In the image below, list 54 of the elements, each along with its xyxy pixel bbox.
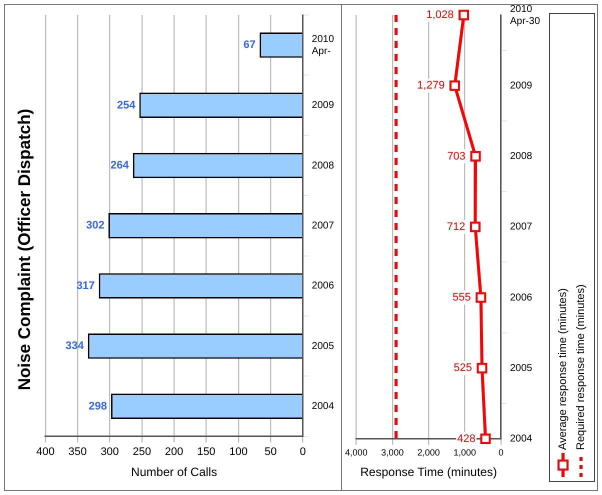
data-label: 555 — [452, 292, 471, 304]
data-label: 67 — [243, 39, 256, 52]
x-tick-label: 2,000 — [417, 448, 440, 458]
point — [470, 151, 481, 162]
y-tick-label: 2005 — [510, 362, 533, 374]
x-tick-label: 300 — [100, 446, 119, 458]
point — [449, 80, 460, 91]
data-label: 254 — [116, 99, 136, 112]
data-label: 1,279 — [417, 80, 445, 92]
x-tick-label: 200 — [164, 446, 184, 458]
y-tick-label: 2008 — [312, 160, 334, 172]
point — [470, 222, 480, 232]
x-tick-label: 350 — [68, 446, 87, 458]
x-tick-label: 0 — [498, 448, 504, 458]
y-tick-label: 2005 — [312, 340, 334, 352]
data-label: 525 — [454, 362, 472, 374]
x-tick-label: 400 — [36, 446, 55, 458]
point — [458, 10, 470, 20]
y-tick-label: 2009 — [312, 100, 334, 112]
data-label: 302 — [86, 220, 104, 232]
y-tick-label: 2008 — [510, 151, 533, 162]
x-axis-title: Response Time (minutes) — [360, 465, 497, 480]
y-tick-label: 2007 — [510, 222, 533, 233]
data-label: 712 — [446, 220, 466, 233]
y-tick-label: 2004 — [510, 434, 533, 445]
y-tick-label: 2004 — [312, 401, 334, 412]
data-label: 317 — [76, 280, 95, 292]
x-tick-label: 100 — [229, 446, 248, 458]
x-tick-label: 250 — [132, 446, 152, 458]
y-tick-label: 2006 — [312, 280, 334, 292]
point — [480, 434, 491, 444]
text: Average response time (minutes) — [557, 288, 569, 450]
x-tick-label: 3,000 — [381, 448, 404, 458]
y-tick-label: 2010 Apr-30 — [510, 4, 540, 27]
y-tick-label: 2006 — [510, 292, 533, 304]
x-tick-label: 1,000 — [454, 448, 476, 458]
x-tick-label: 50 — [264, 446, 277, 458]
data-label: 703 — [447, 150, 466, 162]
x-tick-label: 4,000 — [344, 448, 368, 458]
data-label: 428 — [457, 432, 476, 445]
y-tick-label: 2007 — [312, 220, 334, 232]
x-tick-label: 0 — [300, 446, 306, 458]
data-label: 264 — [110, 160, 130, 172]
data-label: 298 — [88, 400, 108, 412]
point — [476, 292, 486, 303]
y-tick-label: 2009 — [510, 80, 533, 92]
text: Required response time (minutes) — [575, 284, 587, 450]
x-axis-title: Number of Calls — [131, 465, 218, 480]
point — [476, 362, 488, 374]
data-label: 334 — [66, 340, 85, 352]
y-tick-label: 2010 Apr- — [312, 34, 334, 57]
data-label: 1,028 — [426, 9, 454, 22]
x-tick-label: 150 — [197, 446, 216, 458]
text: Noise Complaint (Officer Dispatch) — [14, 108, 34, 390]
